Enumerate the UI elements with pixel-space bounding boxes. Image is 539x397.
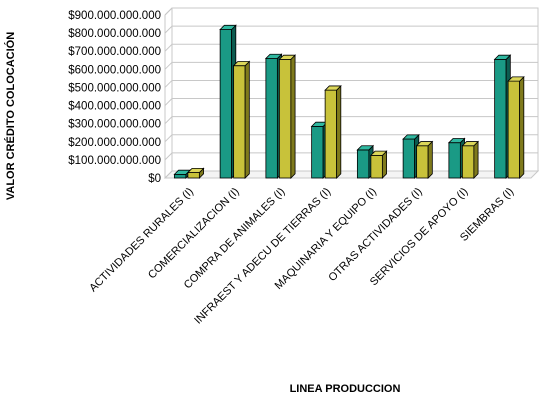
bar-top	[507, 76, 525, 82]
y-tick-label: $0	[148, 173, 161, 185]
bar-top	[402, 134, 420, 140]
bar-top	[186, 167, 205, 173]
bar-top	[369, 150, 388, 156]
bar-side	[290, 54, 296, 179]
bar-side	[244, 60, 250, 179]
gridline	[164, 116, 538, 125]
category-label: OTRAS ACTIVIDADES (I)	[326, 186, 424, 284]
bar	[324, 84, 342, 179]
bar-front	[461, 145, 475, 179]
bar-top	[447, 138, 466, 144]
bar-side	[473, 140, 479, 179]
bar	[461, 140, 480, 179]
bar-front	[370, 154, 383, 179]
gridline	[164, 7, 538, 16]
category-label: SERVICIOS DE APOYO (I)	[368, 186, 471, 289]
bar-top	[219, 24, 237, 30]
bar-top	[232, 61, 251, 67]
y-tick-label: $400.000.000.000	[68, 101, 161, 113]
bar-top	[461, 141, 480, 147]
category-label: COMERCIALIZACION (I)	[146, 186, 242, 282]
bar-front	[311, 125, 324, 179]
bar-front	[219, 29, 233, 179]
bar	[232, 60, 251, 179]
bar	[415, 140, 434, 179]
y-tick-label: $300.000.000.000	[68, 119, 161, 131]
bar-top	[415, 141, 434, 147]
y-tick-label: $500.000.000.000	[68, 82, 161, 94]
bar-front	[507, 80, 521, 179]
grid-layer	[163, 7, 539, 179]
bar-top	[493, 54, 512, 60]
bar-front	[324, 89, 338, 179]
y-tick-label: $200.000.000.000	[68, 137, 161, 149]
bar-layer	[173, 24, 525, 179]
bar-front	[233, 65, 246, 179]
bar-front	[173, 173, 187, 179]
bar	[186, 167, 205, 179]
bar	[507, 75, 525, 179]
bar-front	[356, 149, 370, 179]
bar-side	[336, 84, 342, 179]
category-label-layer: ACTIVIDADES RURALES (I)COMERCIALIZACION …	[87, 186, 516, 327]
bar-side	[519, 75, 525, 179]
gridline	[164, 98, 538, 106]
bar-top	[278, 54, 297, 60]
y-axis-title: VALOR CRÉDITO COLOCACIÓN	[4, 32, 17, 200]
bar-top	[264, 53, 283, 59]
x-axis-title: LINEA PRODUCCION	[290, 383, 401, 395]
gridline	[164, 43, 538, 52]
bar-top	[324, 85, 342, 91]
y-tick-label: $900.000.000.000	[68, 10, 161, 22]
bar-front	[448, 142, 461, 179]
bar-front	[265, 58, 278, 179]
y-tick-label: $100.000.000.000	[68, 155, 161, 167]
bar-front	[187, 172, 200, 179]
bar-top	[356, 145, 375, 151]
bar-front	[402, 138, 416, 179]
y-tick-label: $700.000.000.000	[68, 46, 161, 58]
y-tick-layer: $0 $100.000.000.000 $200.000.000.000 $300.0…	[68, 10, 161, 185]
bar-front	[494, 58, 507, 179]
gridline	[164, 25, 538, 34]
y-tick-label: $800.000.000.000	[68, 28, 161, 40]
y-tick-label: $600.000.000.000	[68, 64, 161, 76]
bar	[369, 150, 388, 179]
gridline	[164, 61, 538, 70]
bar	[278, 54, 297, 179]
bar-front	[416, 145, 429, 179]
gridline	[164, 79, 538, 88]
bar-side	[427, 140, 433, 179]
bar-front	[278, 58, 292, 179]
